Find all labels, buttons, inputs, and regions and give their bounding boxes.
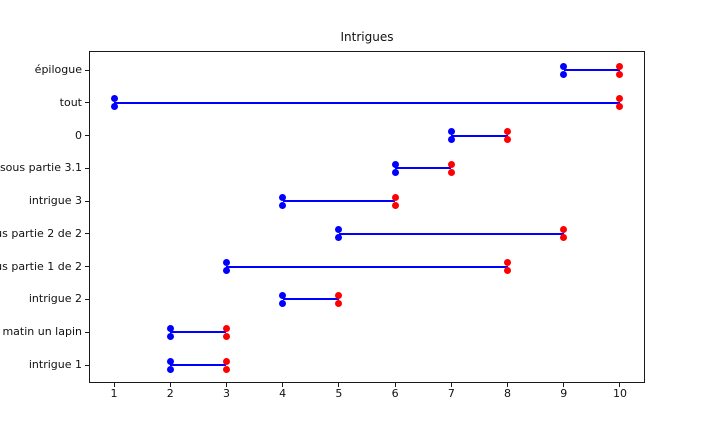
end-marker-dot bbox=[504, 136, 512, 144]
segment-line bbox=[451, 134, 508, 137]
start-marker-dot bbox=[391, 168, 399, 176]
start-marker-dot bbox=[166, 332, 174, 340]
y-tick-label: intrigue 3 bbox=[28, 194, 82, 208]
x-tick-label: 8 bbox=[504, 387, 512, 400]
x-tick-mark bbox=[169, 383, 171, 387]
start-marker-dot bbox=[335, 234, 343, 242]
end-marker-dot bbox=[222, 365, 230, 373]
segment-line bbox=[282, 298, 339, 301]
y-tick-mark bbox=[85, 266, 89, 268]
x-tick-label: 10 bbox=[612, 387, 627, 400]
end-marker-dot bbox=[222, 324, 230, 332]
start-marker-dot bbox=[222, 259, 230, 267]
y-tick-mark bbox=[85, 364, 89, 366]
y-tick-label: intrigue 2 bbox=[28, 292, 82, 306]
chart-title: Intrigues bbox=[340, 30, 394, 44]
y-tick-mark bbox=[85, 69, 89, 71]
end-marker-dot bbox=[560, 226, 568, 234]
start-marker-dot bbox=[222, 267, 230, 275]
y-tick-label: sous partie 3.1 bbox=[0, 161, 82, 175]
end-marker-dot bbox=[335, 299, 343, 307]
segment-line bbox=[170, 364, 227, 367]
y-tick-label: intrigue 1 bbox=[28, 358, 82, 372]
y-tick-mark bbox=[85, 298, 89, 300]
start-marker-dot bbox=[279, 299, 287, 307]
start-marker-dot bbox=[166, 357, 174, 365]
x-tick-label: 3 bbox=[222, 387, 230, 400]
y-tick-label: épilogue bbox=[34, 63, 82, 76]
x-tick-mark bbox=[619, 383, 621, 387]
end-marker-dot bbox=[447, 168, 455, 176]
start-marker-dot bbox=[166, 365, 174, 373]
end-marker-dot bbox=[222, 357, 230, 365]
end-marker-dot bbox=[504, 128, 512, 136]
end-marker-dot bbox=[560, 234, 568, 242]
x-tick-mark bbox=[450, 383, 452, 387]
end-marker-dot bbox=[616, 70, 624, 78]
start-marker-dot bbox=[110, 95, 118, 103]
x-tick-mark bbox=[338, 383, 340, 387]
start-marker-dot bbox=[335, 226, 343, 234]
y-tick-mark bbox=[85, 167, 89, 169]
end-marker-dot bbox=[222, 332, 230, 340]
x-tick-mark bbox=[563, 383, 565, 387]
x-tick-label: 2 bbox=[166, 387, 174, 400]
start-marker-dot bbox=[447, 136, 455, 144]
x-tick-mark bbox=[225, 383, 227, 387]
segment-line bbox=[395, 167, 452, 170]
x-tick-label: 4 bbox=[279, 387, 287, 400]
x-tick-mark bbox=[394, 383, 396, 387]
end-marker-dot bbox=[616, 103, 624, 111]
start-marker-dot bbox=[560, 62, 568, 70]
end-marker-dot bbox=[391, 201, 399, 209]
segment-line bbox=[338, 232, 564, 235]
x-tick-label: 6 bbox=[391, 387, 399, 400]
start-marker-dot bbox=[279, 291, 287, 299]
start-marker-dot bbox=[279, 193, 287, 201]
y-tick-label: sous partie 1 de 2 bbox=[0, 259, 82, 273]
segment-line bbox=[282, 200, 396, 203]
end-marker-dot bbox=[391, 193, 399, 201]
x-tick-mark bbox=[113, 383, 115, 387]
start-marker-dot bbox=[279, 201, 287, 209]
x-tick-label: 5 bbox=[335, 387, 343, 400]
segment-line bbox=[114, 101, 620, 104]
y-tick-mark bbox=[85, 135, 89, 137]
plot-area bbox=[89, 51, 645, 383]
y-tick-mark bbox=[85, 102, 89, 104]
x-tick-mark bbox=[282, 383, 284, 387]
segment-line bbox=[226, 265, 508, 268]
start-marker-dot bbox=[391, 160, 399, 168]
start-marker-dot bbox=[447, 128, 455, 136]
start-marker-dot bbox=[166, 324, 174, 332]
end-marker-dot bbox=[504, 267, 512, 275]
end-marker-dot bbox=[504, 259, 512, 267]
x-tick-label: 7 bbox=[447, 387, 455, 400]
end-marker-dot bbox=[335, 291, 343, 299]
y-axis-labels: épilogue tout 0 sous partie 3.1 intrigue 3 so… bbox=[0, 0, 84, 432]
end-marker-dot bbox=[616, 95, 624, 103]
x-tick-label: 1 bbox=[110, 387, 118, 400]
y-tick-label: 0 bbox=[75, 128, 82, 142]
start-marker-dot bbox=[110, 103, 118, 111]
y-tick-mark bbox=[85, 200, 89, 202]
segment-line bbox=[563, 69, 620, 71]
end-marker-dot bbox=[447, 160, 455, 168]
x-tick-mark bbox=[507, 383, 509, 387]
segment-line bbox=[170, 331, 227, 334]
start-marker-dot bbox=[560, 70, 568, 78]
y-tick-mark bbox=[85, 331, 89, 333]
x-tick-label: 9 bbox=[560, 387, 568, 400]
end-marker-dot bbox=[616, 62, 624, 70]
y-tick-label: tout bbox=[59, 95, 82, 109]
y-tick-label: ce matin un lapin bbox=[0, 325, 82, 339]
y-tick-label: sous partie 2 de 2 bbox=[0, 226, 82, 240]
y-tick-mark bbox=[85, 233, 89, 235]
